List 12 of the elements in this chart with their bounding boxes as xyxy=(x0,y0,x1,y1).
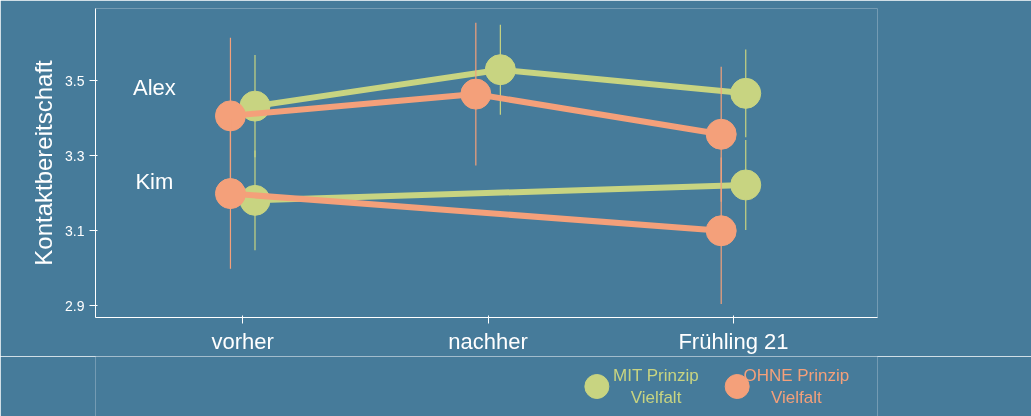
y-tick-label: 3.1 xyxy=(65,222,85,239)
annotation: Kim xyxy=(135,169,174,195)
y-axis-title: Kontaktbereitschaft xyxy=(30,59,58,266)
y-tick-label: 3.5 xyxy=(65,72,85,89)
x-tick-label: nachher xyxy=(448,328,528,354)
x-tick-label: Frühling 21 xyxy=(678,328,789,354)
legend-label: MIT Prinzip Vielfalt xyxy=(613,365,699,408)
legend-label: OHNE Prinzip Vielfalt xyxy=(743,365,850,408)
y-tick-label: 2.9 xyxy=(65,297,85,314)
annotation: Alex xyxy=(132,74,176,100)
y-tick-label: 3.3 xyxy=(65,147,85,164)
x-tick-label: vorher xyxy=(211,328,274,354)
